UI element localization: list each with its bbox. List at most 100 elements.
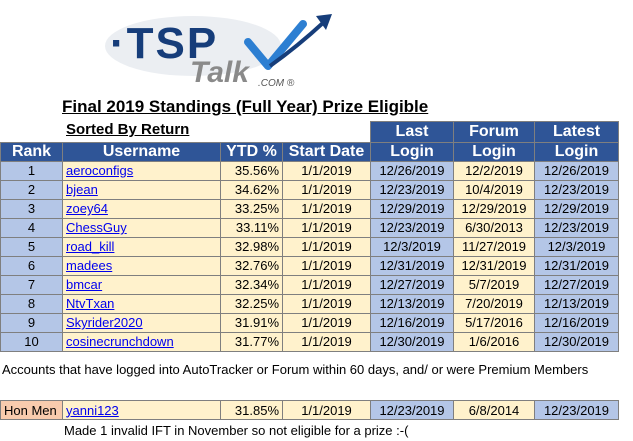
rank-cell: 9: [0, 312, 63, 333]
start-date-cell: 1/1/2019: [282, 160, 371, 181]
table-row: 6 madees 32.76% 1/1/2019 12/31/2019 12/31/201…: [0, 255, 619, 276]
rank-cell: 4: [0, 217, 63, 238]
ytd-cell: 31.91%: [220, 312, 283, 333]
hon-username[interactable]: yanni123: [62, 400, 221, 420]
rank-cell: 8: [0, 293, 63, 314]
latest-login-cell: 12/23/2019: [534, 217, 619, 238]
ytd-cell: 32.76%: [220, 255, 283, 276]
svg-text:Talk: Talk: [190, 56, 250, 89]
hon-username-link[interactable]: yanni123: [66, 402, 119, 418]
rank-cell: 5: [0, 236, 63, 257]
start-date-cell: 1/1/2019: [282, 293, 371, 314]
header-rank: Rank: [0, 141, 63, 162]
hon-forum: 6/8/2014: [453, 400, 535, 420]
ytd-cell: 35.56%: [220, 160, 283, 181]
page-subtitle: Sorted By Return: [66, 121, 190, 138]
latest-login-cell: 12/13/2019: [534, 293, 619, 314]
header-forum-login-2: Login: [453, 141, 535, 162]
table-row: 3 zoey64 33.25% 1/1/2019 12/29/2019 12/29/201…: [0, 198, 619, 219]
table-row: 2 bjean 34.62% 1/1/2019 12/23/2019 10/4/2019 1…: [0, 179, 619, 200]
table-row: 4 ChessGuy 33.11% 1/1/2019 12/23/2019 6/30/20…: [0, 217, 619, 238]
last-login-cell: 12/23/2019: [370, 217, 454, 238]
rank-cell: 1: [0, 160, 63, 181]
username-link[interactable]: cosinecrunchdown: [66, 334, 174, 349]
header-start-date: Start Date: [282, 141, 371, 162]
username-link[interactable]: road_kill: [66, 239, 115, 254]
table-row: 8 NtvTxan 32.25% 1/1/2019 12/13/2019 7/20/201…: [0, 293, 619, 314]
last-login-cell: 12/3/2019: [370, 236, 454, 257]
username-cell[interactable]: madees: [62, 255, 221, 276]
header-latest-login-1: Latest: [534, 121, 619, 143]
ytd-cell: 33.11%: [220, 217, 283, 238]
latest-login-cell: 12/16/2019: [534, 312, 619, 333]
ytd-cell: 32.25%: [220, 293, 283, 314]
standings-table: Last Forum Latest Rank Username YTD % St…: [0, 121, 619, 352]
svg-text:·TSP: ·TSP: [110, 19, 218, 68]
username-cell[interactable]: bmcar: [62, 274, 221, 295]
ytd-cell: 34.62%: [220, 179, 283, 200]
last-login-cell: 12/31/2019: [370, 255, 454, 276]
start-date-cell: 1/1/2019: [282, 274, 371, 295]
start-date-cell: 1/1/2019: [282, 217, 371, 238]
latest-login-cell: 12/23/2019: [534, 179, 619, 200]
username-cell[interactable]: bjean: [62, 179, 221, 200]
eligibility-note: Accounts that have logged into AutoTrack…: [2, 362, 589, 377]
username-cell[interactable]: aeroconfigs: [62, 160, 221, 181]
last-login-cell: 12/30/2019: [370, 331, 454, 352]
header-latest-login-2: Login: [534, 141, 619, 162]
latest-login-cell: 12/30/2019: [534, 331, 619, 352]
forum-login-cell: 6/30/2013: [453, 217, 535, 238]
table-row: 1 aeroconfigs 35.56% 1/1/2019 12/26/2019 12/2…: [0, 160, 619, 181]
honorable-note: Made 1 invalid IFT in November so not el…: [64, 423, 409, 438]
latest-login-cell: 12/3/2019: [534, 236, 619, 257]
table-row: 7 bmcar 32.34% 1/1/2019 12/27/2019 5/7/2019 12…: [0, 274, 619, 295]
svg-text:.COM ®: .COM ®: [258, 78, 295, 89]
hon-label: Hon Men: [0, 400, 63, 420]
forum-login-cell: 11/27/2019: [453, 236, 535, 257]
hon-ytd: 31.85%: [220, 400, 283, 420]
username-link[interactable]: zoey64: [66, 201, 108, 216]
forum-login-cell: 5/17/2016: [453, 312, 535, 333]
forum-login-cell: 7/20/2019: [453, 293, 535, 314]
start-date-cell: 1/1/2019: [282, 179, 371, 200]
hon-last: 12/23/2019: [370, 400, 454, 420]
username-link[interactable]: madees: [66, 258, 113, 273]
forum-login-cell: 12/2/2019: [453, 160, 535, 181]
last-login-cell: 12/16/2019: [370, 312, 454, 333]
header-last-login-1: Last: [370, 121, 454, 143]
username-cell[interactable]: cosinecrunchdown: [62, 331, 221, 352]
header-forum-login-1: Forum: [453, 121, 535, 143]
start-date-cell: 1/1/2019: [282, 236, 371, 257]
table-row: 5 road_kill 32.98% 1/1/2019 12/3/2019 11/27/2…: [0, 236, 619, 257]
forum-login-cell: 12/29/2019: [453, 198, 535, 219]
start-date-cell: 1/1/2019: [282, 331, 371, 352]
rank-cell: 7: [0, 274, 63, 295]
username-link[interactable]: ChessGuy: [66, 220, 127, 235]
username-link[interactable]: aeroconfigs: [66, 163, 134, 178]
username-cell[interactable]: road_kill: [62, 236, 221, 257]
username-cell[interactable]: zoey64: [62, 198, 221, 219]
forum-login-cell: 1/6/2016: [453, 331, 535, 352]
username-link[interactable]: NtvTxan: [66, 296, 115, 311]
page-title: Final 2019 Standings (Full Year) Prize E…: [62, 97, 429, 116]
username-link[interactable]: bmcar: [66, 277, 103, 292]
username-cell[interactable]: ChessGuy: [62, 217, 221, 238]
forum-login-cell: 12/31/2019: [453, 255, 535, 276]
start-date-cell: 1/1/2019: [282, 312, 371, 333]
rank-cell: 2: [0, 179, 63, 200]
header-last-login-2: Login: [370, 141, 454, 162]
ytd-cell: 32.34%: [220, 274, 283, 295]
ytd-cell: 31.77%: [220, 331, 283, 352]
username-cell[interactable]: NtvTxan: [62, 293, 221, 314]
username-link[interactable]: Skyrider2020: [66, 315, 143, 330]
start-date-cell: 1/1/2019: [282, 198, 371, 219]
last-login-cell: 12/27/2019: [370, 274, 454, 295]
ytd-cell: 33.25%: [220, 198, 283, 219]
start-date-cell: 1/1/2019: [282, 255, 371, 276]
username-link[interactable]: bjean: [66, 182, 98, 197]
last-login-cell: 12/23/2019: [370, 179, 454, 200]
header-ytd: YTD %: [220, 141, 283, 162]
latest-login-cell: 12/27/2019: [534, 274, 619, 295]
username-cell[interactable]: Skyrider2020: [62, 312, 221, 333]
ytd-cell: 32.98%: [220, 236, 283, 257]
